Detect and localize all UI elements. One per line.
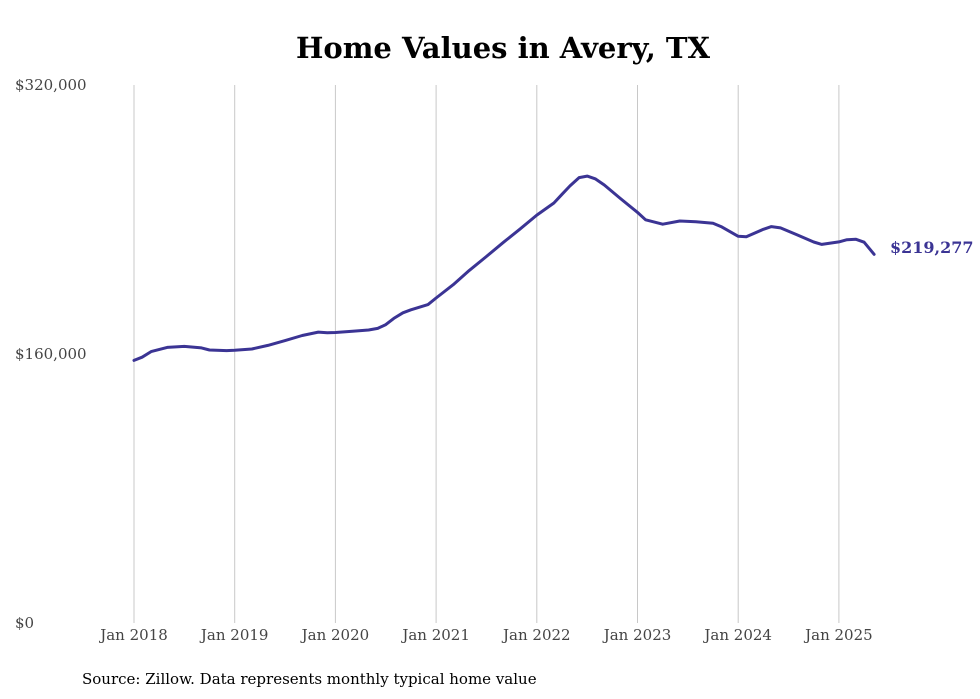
x-tick-label: Jan 2019 xyxy=(199,626,269,644)
x-tick-label: Jan 2025 xyxy=(803,626,873,644)
y-tick-label: $0 xyxy=(15,614,34,632)
x-tick-label: Jan 2024 xyxy=(702,626,772,644)
x-tick-label: Jan 2020 xyxy=(300,626,370,644)
series-line xyxy=(132,174,876,362)
series-layer xyxy=(132,174,876,362)
x-tick-label: Jan 2018 xyxy=(98,626,168,644)
y-axis-ticks: $0 $160,000 $320,000 xyxy=(15,76,87,632)
y-tick-label: $160,000 xyxy=(15,345,87,363)
chart-title: Home Values in Avery, TX xyxy=(296,31,711,65)
x-tick-label: Jan 2023 xyxy=(602,626,672,644)
source-note: Source: Zillow. Data represents monthly … xyxy=(82,670,537,688)
x-tick-label: Jan 2022 xyxy=(501,626,571,644)
x-tick-label: Jan 2021 xyxy=(400,626,470,644)
y-tick-label: $320,000 xyxy=(15,76,87,94)
last-value-label: $219,277 xyxy=(890,238,974,257)
x-axis-ticks: Jan 2018 Jan 2019 Jan 2020 Jan 2021 Jan 2022… xyxy=(98,626,872,644)
gridlines xyxy=(133,85,840,623)
